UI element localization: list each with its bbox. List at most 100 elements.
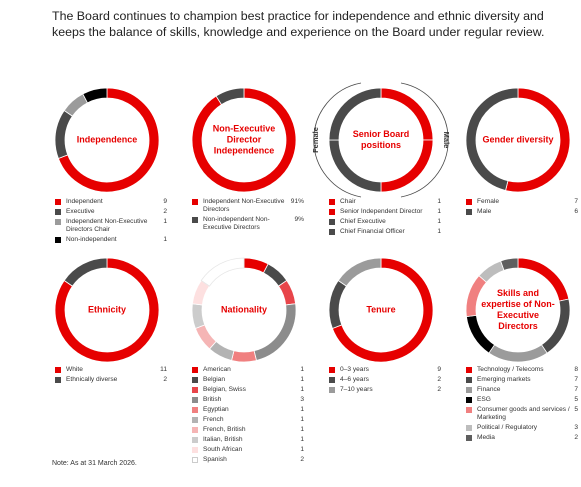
legend-label: Belgian, Swiss <box>203 386 246 393</box>
legend-swatch <box>192 367 198 373</box>
legend-swatch <box>55 237 61 243</box>
legend-label: 4–6 years <box>340 376 369 383</box>
legend-label: Consumer goods and services / Marketing <box>477 406 570 421</box>
legend-entry: Italian, British 1 <box>192 436 304 444</box>
legend-label: Executive <box>66 208 95 215</box>
donut-segment <box>328 87 382 141</box>
legend-swatch <box>466 397 472 403</box>
legend-swatch <box>329 209 335 215</box>
legend-entry: Female 7 <box>466 198 578 206</box>
legend-entry: Belgian 1 <box>192 376 304 384</box>
legend-entry: Independent Non-Executive Directors 91% <box>192 198 304 214</box>
legend-entry: Emerging markets 7 <box>466 376 578 384</box>
legend: Independent 9 Executive 2 Independent Non-Ex… <box>55 198 167 246</box>
legend-swatch <box>329 367 335 373</box>
legend-label: White <box>66 366 83 373</box>
legend-label: Independent Non-Executive Directors Chai… <box>66 218 148 233</box>
donut-segment <box>500 257 519 271</box>
legend: Female 7 Male 6 <box>466 198 578 218</box>
legend-value: 1 <box>300 406 304 413</box>
donut-title: Independence <box>76 134 138 145</box>
legend-label: Senior Independent Director <box>340 208 423 215</box>
legend-value: 6 <box>574 208 578 215</box>
legend-entry: Chief Financial Officer 1 <box>329 228 441 236</box>
legend-entry: Media 2 <box>466 434 578 442</box>
legend-label: Political / Regulatory <box>477 424 538 431</box>
legend-entry: Belgian, Swiss 1 <box>192 386 304 394</box>
legend-swatch <box>192 387 198 393</box>
legend-swatch <box>466 209 472 215</box>
legend-entry: Non-independent 1 <box>55 236 167 244</box>
donut-title: Tenure <box>366 304 396 315</box>
legend-label: American <box>203 366 231 373</box>
legend-swatch <box>329 229 335 235</box>
legend-swatch <box>192 447 198 453</box>
legend-entry: Chair 1 <box>329 198 441 206</box>
legend: 0–3 years 9 4–6 years 2 7–10 years 2 <box>329 366 441 396</box>
legend-value: 91% <box>290 198 304 205</box>
legend: American 1 Belgian 1 Belgian, Swiss 1 British 3… <box>192 366 304 466</box>
donut-segment <box>465 87 519 191</box>
legend-label: Technology / Telecoms <box>477 366 544 373</box>
legend-swatch <box>466 387 472 393</box>
legend-entry: Egyptian 1 <box>192 406 304 414</box>
legend-swatch <box>466 199 472 205</box>
legend-swatch <box>192 437 198 443</box>
donut-segment <box>488 344 548 363</box>
legend-value: 11 <box>160 366 167 373</box>
note: Note: As at 31 March 2026. <box>52 460 137 467</box>
donut-segment <box>337 257 382 287</box>
legend-label: Chief Financial Officer <box>340 228 405 235</box>
donut-segment <box>194 324 217 350</box>
legend-entry: Political / Regulatory 3 <box>466 424 578 432</box>
legend-value: 1 <box>300 366 304 373</box>
legend-entry: Male 6 <box>466 208 578 216</box>
legend-entry: British 3 <box>192 396 304 404</box>
donut-segment <box>191 303 206 329</box>
legend-label: Egyptian <box>203 406 229 413</box>
legend-value: 1 <box>163 218 167 225</box>
intro-text: The Board continues to champion best pra… <box>52 9 545 39</box>
legend-value: 5 <box>574 406 578 413</box>
legend-value: 7 <box>574 386 578 393</box>
legend-value: 3 <box>574 424 578 431</box>
legend-entry: South African 1 <box>192 446 304 454</box>
legend-label: French, British <box>203 426 246 433</box>
side-label: Female <box>311 127 320 153</box>
legend-value: 7 <box>574 198 578 205</box>
legend-entry: White 11 <box>55 366 167 374</box>
legend-entry: 0–3 years 9 <box>329 366 441 374</box>
bracket <box>313 82 362 198</box>
legend-entry: Executive 2 <box>55 208 167 216</box>
legend-swatch <box>55 209 61 215</box>
donut-title: Skills and expertise of Non-Executive Di… <box>481 288 555 331</box>
legend-value: 1 <box>437 198 441 205</box>
legend-value: 9% <box>294 216 304 223</box>
legend-value: 1 <box>300 376 304 383</box>
legend-swatch <box>55 377 61 383</box>
legend-label: British <box>203 396 222 403</box>
legend: Chair 1 Senior Independent Director 1 Chief … <box>329 198 441 238</box>
legend-entry: Senior Independent Director 1 <box>329 208 441 216</box>
legend-swatch <box>192 417 198 423</box>
legend-swatch <box>329 377 335 383</box>
legend-swatch <box>192 457 198 463</box>
legend-entry: 7–10 years 2 <box>329 386 441 394</box>
legend-entry: Ethnically diverse 2 <box>55 376 167 384</box>
legend-value: 2 <box>163 376 167 383</box>
legend-value: 2 <box>574 434 578 441</box>
legend-value: 1 <box>300 386 304 393</box>
donut-segment <box>63 93 89 117</box>
legend-swatch <box>466 367 472 373</box>
legend-value: 7 <box>574 376 578 383</box>
donut-segment <box>478 260 505 283</box>
legend-swatch <box>466 425 472 431</box>
legend-value: 9 <box>163 198 167 205</box>
legend: Technology / Telecoms 8 Emerging markets 7 F… <box>466 366 578 444</box>
legend-value: 2 <box>437 376 441 383</box>
donut-segment <box>231 350 257 363</box>
legend-label: Ethnically diverse <box>66 376 118 383</box>
donut-segment <box>63 257 108 287</box>
legend-label: Non-independent <box>66 236 117 243</box>
legend-label: 0–3 years <box>340 366 369 373</box>
